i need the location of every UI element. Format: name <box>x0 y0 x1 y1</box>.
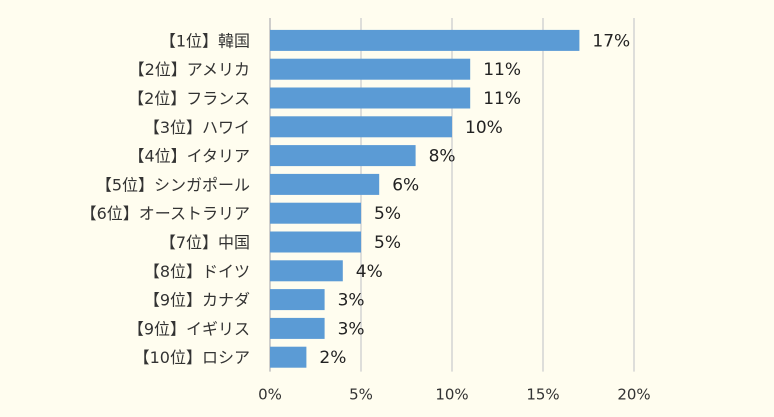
bar <box>270 145 416 167</box>
category-labels: 【1位】韓国【2位】アメリカ【2位】フランス【3位】ハワイ【4位】イタリア【5位… <box>81 31 250 367</box>
category-label: 【6位】オーストラリア <box>81 204 250 223</box>
x-tick-label: 20% <box>617 386 650 404</box>
category-label: 【9位】イギリス <box>128 319 250 338</box>
category-label: 【9位】カナダ <box>144 291 250 310</box>
value-label: 2% <box>319 348 346 368</box>
value-label: 3% <box>338 319 365 339</box>
bars <box>270 29 580 368</box>
category-label: 【3位】ハワイ <box>144 118 250 137</box>
value-label: 11% <box>483 60 521 80</box>
value-label: 8% <box>429 147 456 167</box>
x-tick-label: 5% <box>349 386 373 404</box>
bar <box>270 317 325 339</box>
value-label: 5% <box>374 204 401 224</box>
bar <box>270 173 380 195</box>
category-label: 【4位】イタリア <box>128 147 250 166</box>
category-label: 【2位】フランス <box>128 89 250 108</box>
value-label: 5% <box>374 233 401 253</box>
category-label: 【5位】シンガポール <box>96 175 250 194</box>
bar <box>270 202 361 224</box>
bar <box>270 260 343 282</box>
bar <box>270 289 325 311</box>
bar <box>270 346 307 368</box>
bar <box>270 87 471 109</box>
value-label: 3% <box>338 291 365 311</box>
bar <box>270 231 361 253</box>
x-axis-ticks: 0% 5% 10% 15% 20% <box>258 386 651 404</box>
value-label: 10% <box>465 118 503 138</box>
value-label: 11% <box>483 89 521 109</box>
value-label: 17% <box>592 31 630 51</box>
bar <box>270 29 580 51</box>
category-label: 【1位】韓国 <box>160 31 250 50</box>
x-tick-label: 0% <box>258 386 282 404</box>
category-label: 【7位】中国 <box>160 233 250 252</box>
category-label: 【10位】ロシア <box>134 348 250 367</box>
value-label: 4% <box>356 262 383 282</box>
x-tick-label: 10% <box>435 386 468 404</box>
x-tick-label: 15% <box>526 386 559 404</box>
category-label: 【2位】アメリカ <box>129 60 250 79</box>
bar <box>270 116 452 138</box>
category-label: 【8位】ドイツ <box>144 262 250 281</box>
value-labels: 17% 11% 11% 10% 8% 6% 5% 5% 4% 3% 3% 2% <box>319 31 630 368</box>
bar <box>270 58 471 80</box>
value-label: 6% <box>392 175 419 195</box>
